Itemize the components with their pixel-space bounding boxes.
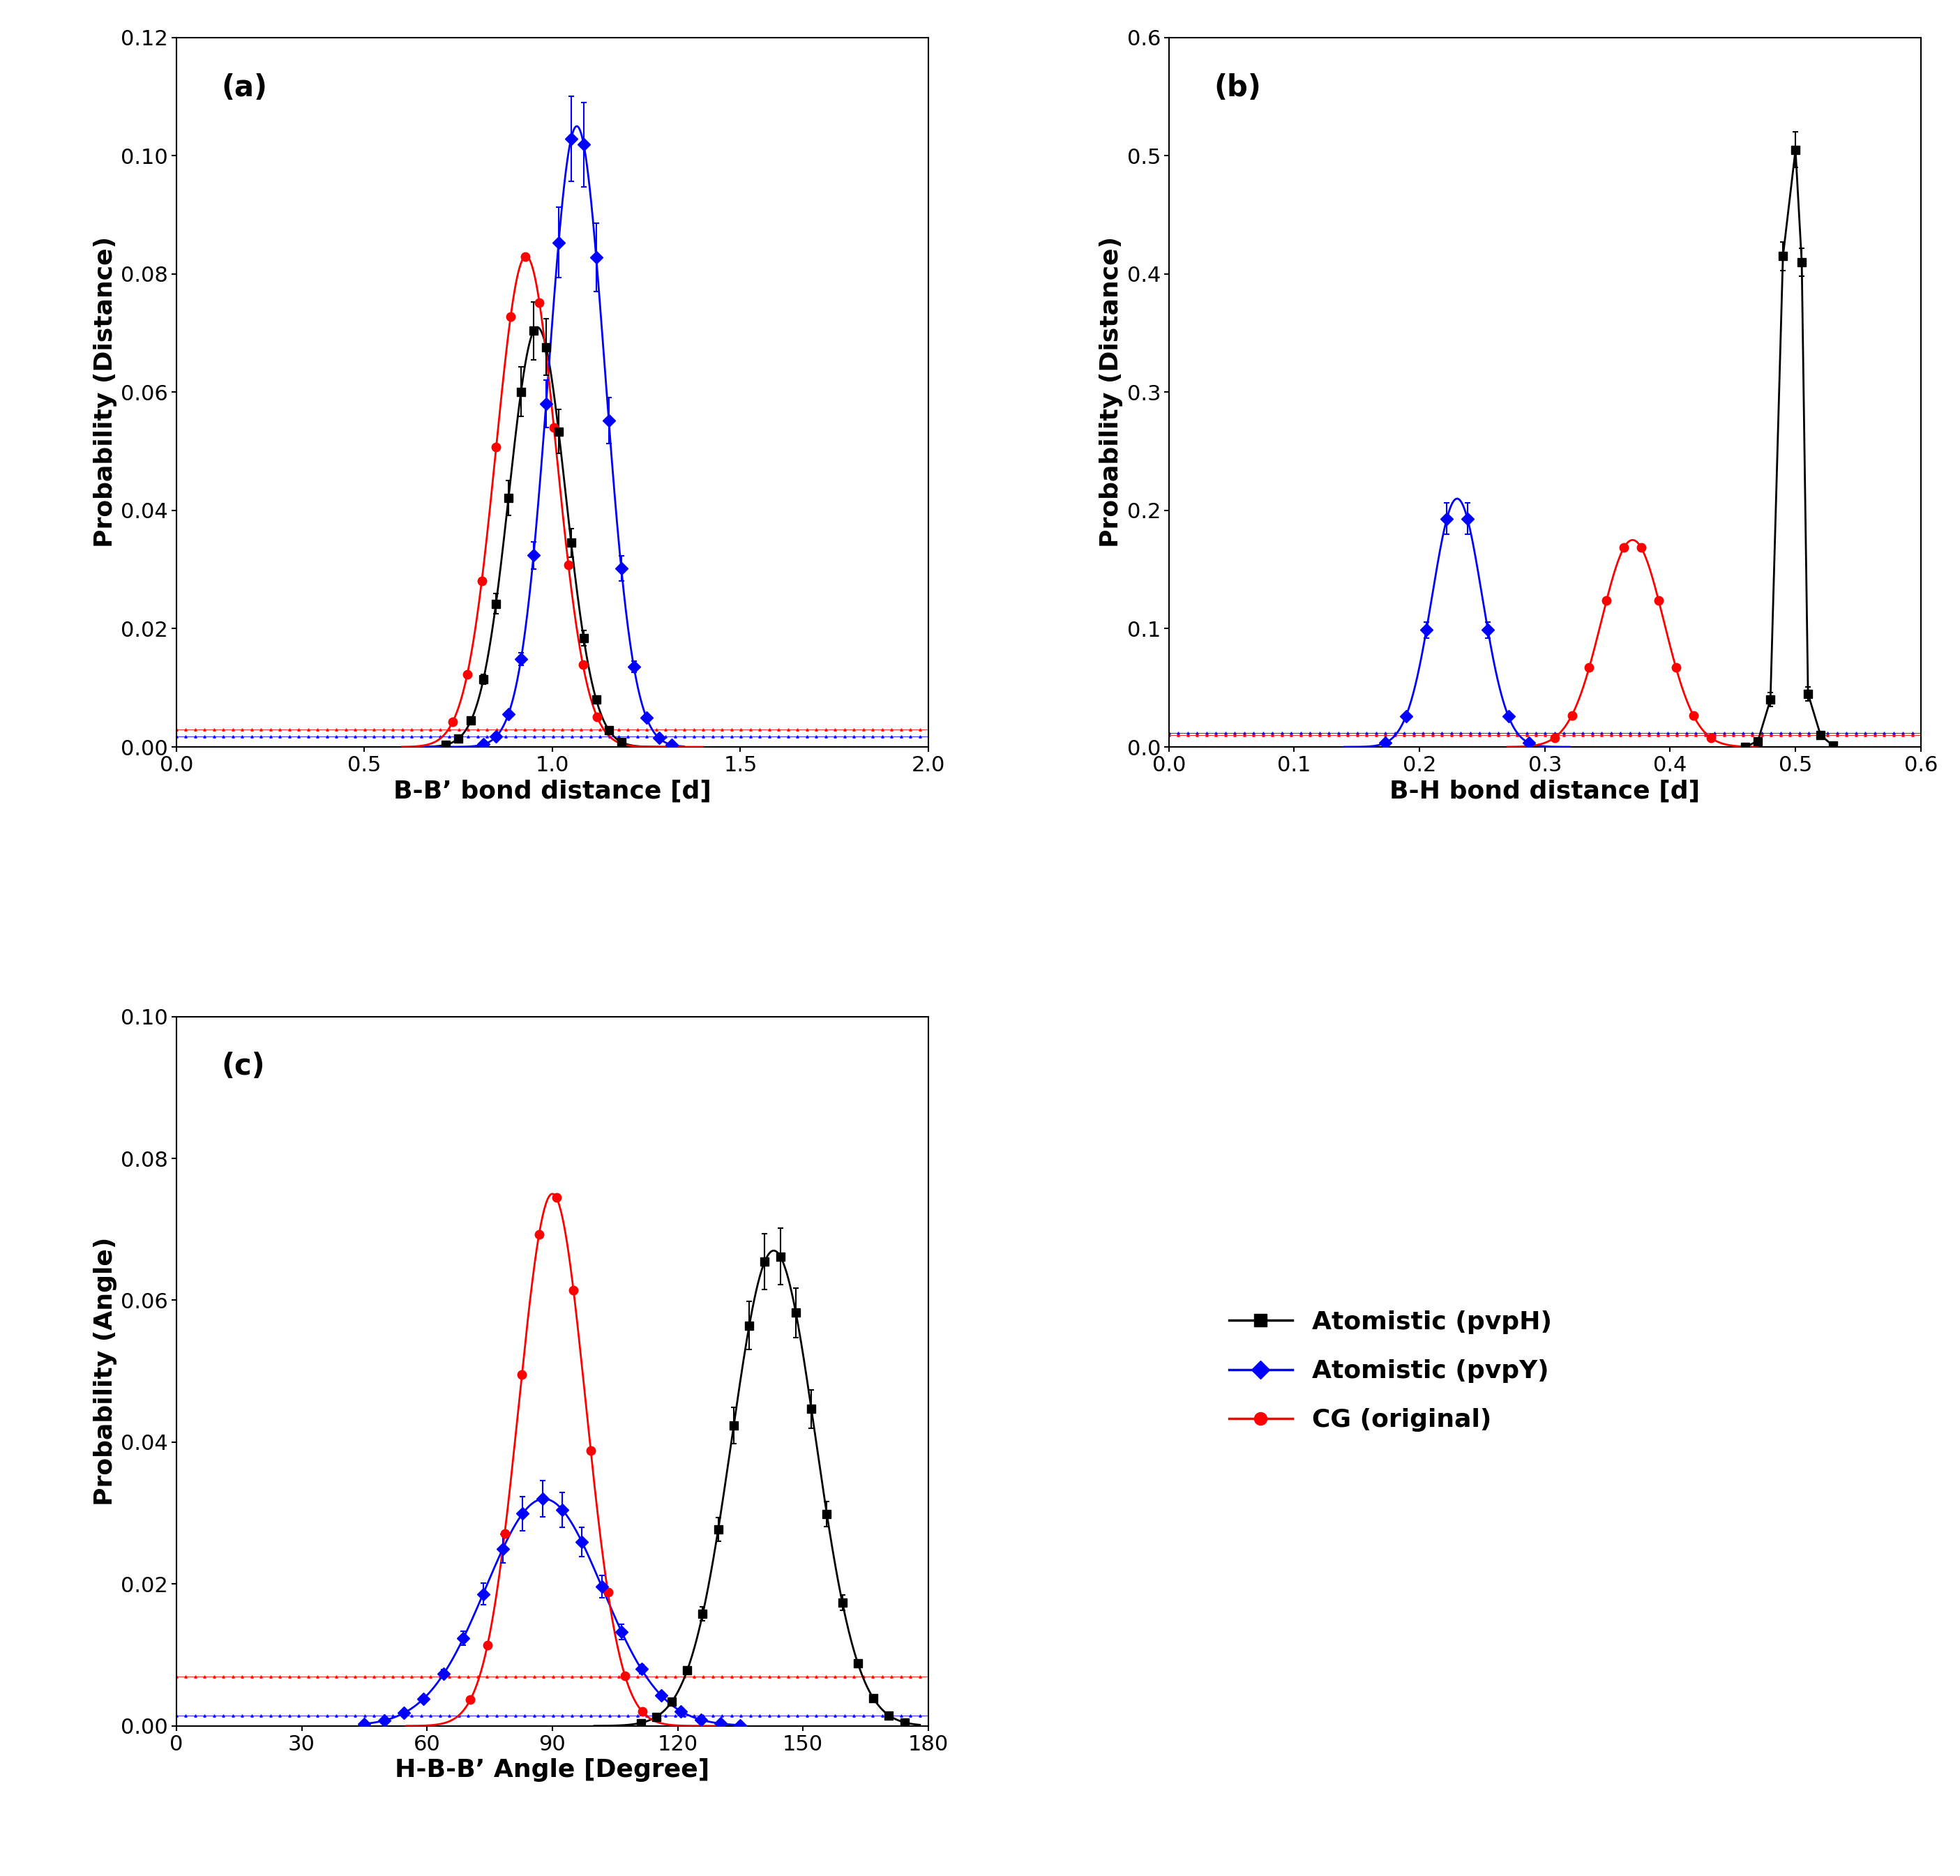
Y-axis label: Probability (Distance): Probability (Distance) [94, 236, 118, 548]
X-axis label: H-B-B’ Angle [Degree]: H-B-B’ Angle [Degree] [396, 1758, 710, 1782]
X-axis label: B-H bond distance [d]: B-H bond distance [d] [1390, 779, 1699, 803]
Text: (b): (b) [1213, 73, 1262, 103]
Text: (c): (c) [221, 1052, 265, 1081]
Y-axis label: Probability (Angle): Probability (Angle) [94, 1236, 118, 1506]
Y-axis label: Probability (Distance): Probability (Distance) [1100, 236, 1123, 548]
X-axis label: B-B’ bond distance [d]: B-B’ bond distance [d] [394, 779, 711, 803]
Text: (a): (a) [221, 73, 269, 103]
Legend: Atomistic (pvpH), Atomistic (pvpY), CG (original): Atomistic (pvpH), Atomistic (pvpY), CG (… [1219, 1300, 1562, 1443]
